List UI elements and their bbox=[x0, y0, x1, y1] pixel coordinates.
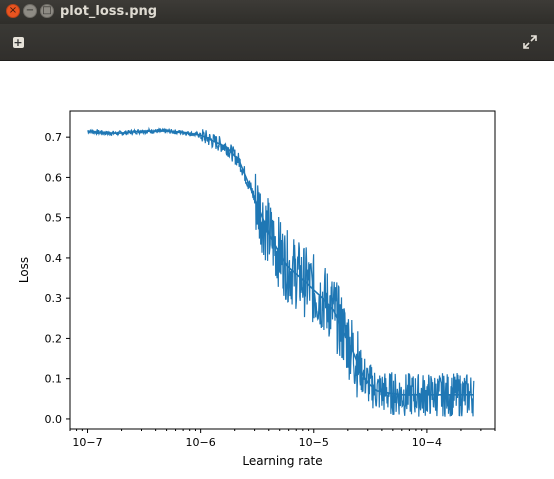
x-tick-label: 10−4 bbox=[412, 436, 442, 449]
x-tick-label: 10−6 bbox=[186, 436, 216, 449]
y-tick-label: 0.7 bbox=[45, 131, 63, 144]
x-tick-label: 10−5 bbox=[299, 436, 329, 449]
y-tick-label: 0.1 bbox=[45, 373, 63, 386]
minimize-icon[interactable]: − bbox=[23, 4, 37, 18]
plus-icon[interactable]: + bbox=[12, 35, 24, 49]
title-bar: × − □ plot_loss.png bbox=[0, 0, 554, 24]
close-icon[interactable]: × bbox=[6, 4, 20, 18]
loss-noise-trace bbox=[87, 126, 475, 417]
image-canvas: 0.0 0.1 0.2 0.3 0.4 0.5 0.6 0.7 10−7 10−6 10−5 10−4… bbox=[0, 61, 554, 475]
x-tick-label: 10−7 bbox=[72, 436, 102, 449]
y-tick-label: 0.2 bbox=[45, 332, 63, 345]
y-tick-label: 0.0 bbox=[45, 413, 63, 426]
y-tick-label: 0.3 bbox=[45, 292, 63, 305]
y-axis-label: Loss bbox=[17, 257, 31, 283]
loss-plot: 0.0 0.1 0.2 0.3 0.4 0.5 0.6 0.7 10−7 10−6 10−5 10−4… bbox=[17, 110, 496, 468]
toolbar: + bbox=[0, 24, 554, 61]
y-tick-label: 0.5 bbox=[45, 212, 63, 225]
window-title: plot_loss.png bbox=[60, 4, 158, 19]
x-axis-label: Learning rate bbox=[242, 454, 322, 468]
y-tick-label: 0.6 bbox=[45, 171, 63, 184]
y-tick-label: 0.4 bbox=[45, 252, 63, 265]
maximize-icon[interactable]: □ bbox=[40, 4, 54, 18]
fullscreen-icon[interactable] bbox=[520, 32, 540, 52]
